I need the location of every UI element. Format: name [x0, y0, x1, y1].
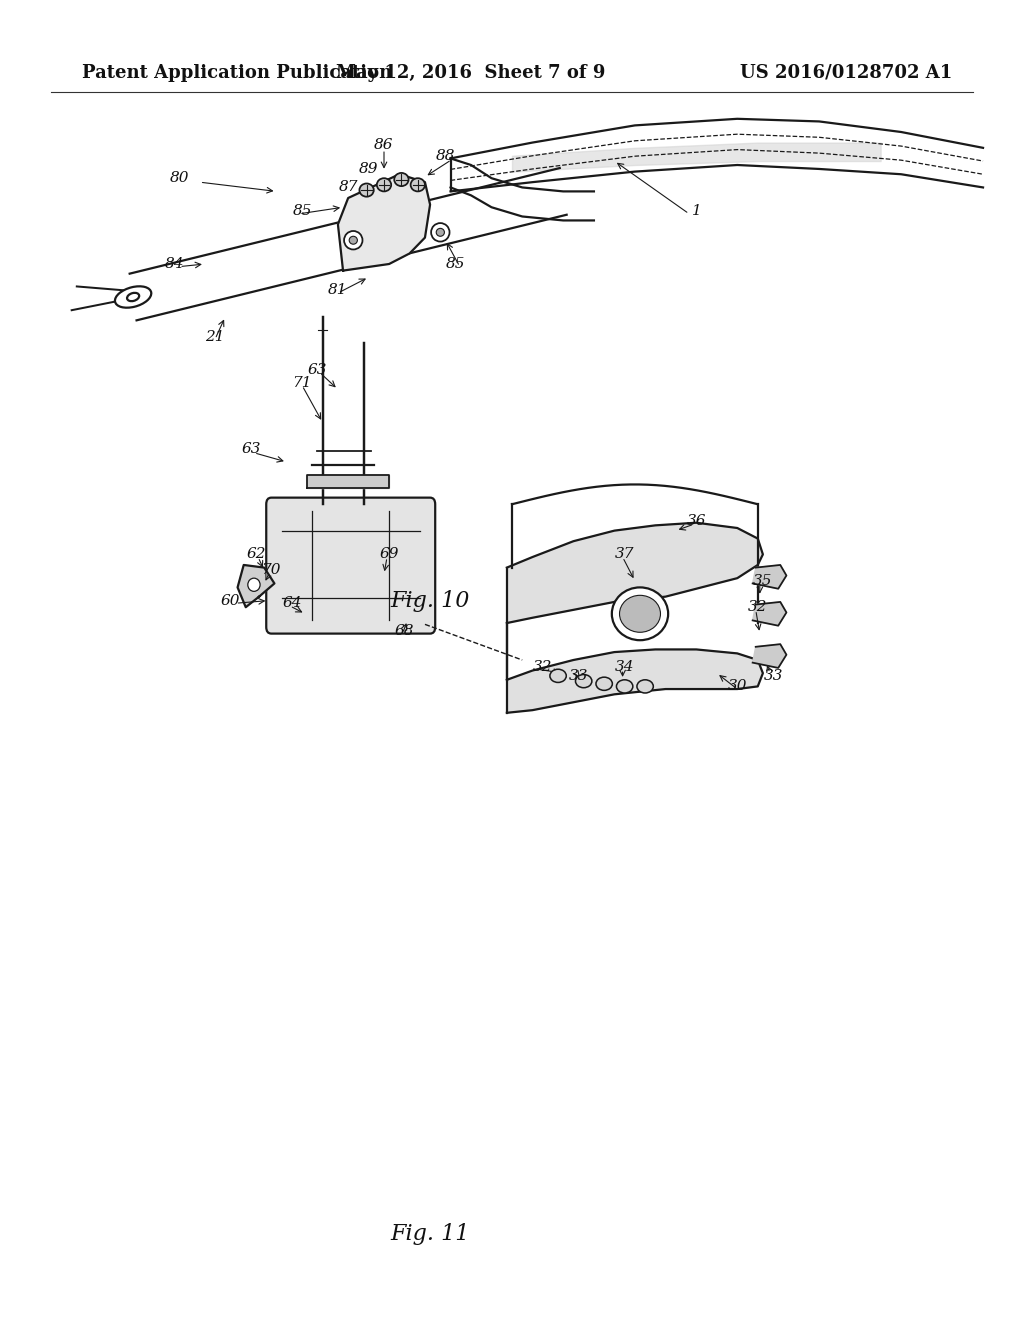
Ellipse shape	[248, 578, 260, 591]
Text: 63: 63	[307, 363, 328, 376]
Text: 88: 88	[435, 149, 456, 162]
Ellipse shape	[620, 595, 660, 632]
Polygon shape	[507, 523, 763, 713]
Text: 33: 33	[568, 669, 589, 682]
Text: 21: 21	[205, 330, 225, 343]
Text: US 2016/0128702 A1: US 2016/0128702 A1	[740, 63, 952, 82]
Ellipse shape	[359, 183, 374, 197]
Text: Fig. 10: Fig. 10	[390, 590, 470, 611]
Polygon shape	[753, 644, 786, 668]
Text: 37: 37	[614, 548, 635, 561]
Text: 68: 68	[394, 624, 415, 638]
Text: 1: 1	[691, 205, 701, 218]
Ellipse shape	[431, 223, 450, 242]
Text: 35: 35	[753, 574, 773, 587]
Text: 63: 63	[241, 442, 261, 455]
Text: Fig. 11: Fig. 11	[390, 1224, 470, 1245]
Ellipse shape	[377, 178, 391, 191]
Ellipse shape	[612, 587, 668, 640]
Ellipse shape	[127, 293, 139, 301]
Text: 87: 87	[338, 181, 358, 194]
Text: 60: 60	[220, 594, 241, 607]
Text: 84: 84	[164, 257, 184, 271]
Ellipse shape	[616, 680, 633, 693]
Text: 30: 30	[727, 680, 748, 693]
Text: Patent Application Publication: Patent Application Publication	[82, 63, 392, 82]
Ellipse shape	[637, 680, 653, 693]
Polygon shape	[753, 602, 786, 626]
Text: 33: 33	[763, 669, 783, 682]
Polygon shape	[338, 174, 430, 271]
Ellipse shape	[115, 286, 152, 308]
Ellipse shape	[575, 675, 592, 688]
Text: 36: 36	[686, 515, 707, 528]
Text: 86: 86	[374, 139, 394, 152]
Text: May 12, 2016  Sheet 7 of 9: May 12, 2016 Sheet 7 of 9	[336, 63, 606, 82]
Ellipse shape	[344, 231, 362, 249]
Text: 85: 85	[292, 205, 312, 218]
Text: 34: 34	[614, 660, 635, 673]
Ellipse shape	[394, 173, 409, 186]
Ellipse shape	[411, 178, 425, 191]
Text: 64: 64	[282, 597, 302, 610]
Ellipse shape	[550, 669, 566, 682]
Text: 81: 81	[328, 284, 348, 297]
Text: 32: 32	[748, 601, 768, 614]
Text: 62: 62	[246, 548, 266, 561]
Ellipse shape	[596, 677, 612, 690]
Text: 32: 32	[532, 660, 553, 673]
Text: 80: 80	[169, 172, 189, 185]
Polygon shape	[753, 565, 786, 589]
Ellipse shape	[436, 228, 444, 236]
FancyBboxPatch shape	[266, 498, 435, 634]
Text: 70: 70	[261, 564, 282, 577]
Text: 69: 69	[379, 548, 399, 561]
Polygon shape	[238, 565, 274, 607]
Ellipse shape	[349, 236, 357, 244]
Text: 89: 89	[358, 162, 379, 176]
Text: 85: 85	[445, 257, 466, 271]
Text: 71: 71	[292, 376, 312, 389]
Polygon shape	[307, 475, 389, 488]
